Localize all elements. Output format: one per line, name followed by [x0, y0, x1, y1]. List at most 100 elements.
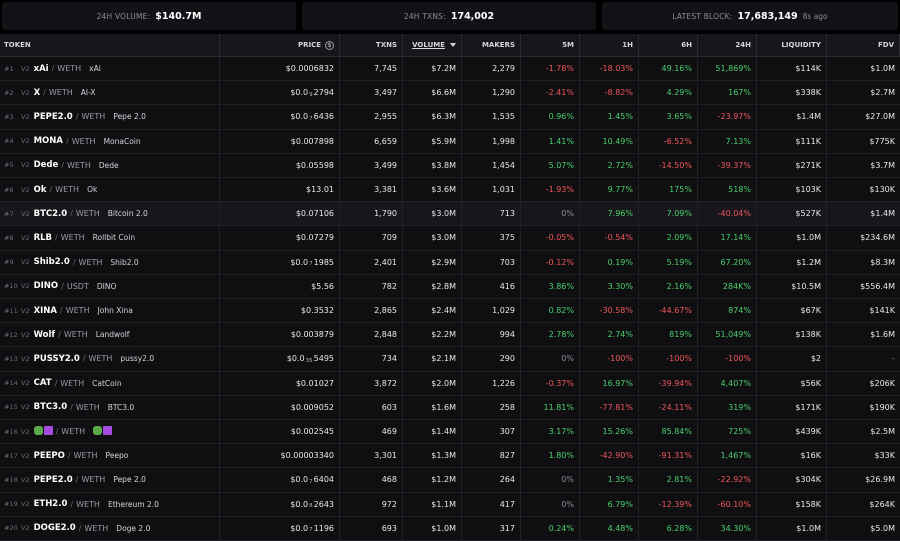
pair-separator: /: [82, 354, 86, 364]
sort-desc-icon: [450, 43, 456, 47]
token-cell[interactable]: #16 V2 /WETH: [0, 420, 220, 444]
token-cell[interactable]: #3 V2 PEPE2.0/WETH Pepe 2.0: [0, 105, 220, 129]
token-cell[interactable]: #15 V2 BTC3.0/WETH BTC3.0: [0, 395, 220, 419]
table-row[interactable]: #5 V2 Dede / WETH Dede $0.05598 3,499 $3.8M 1,454…: [0, 153, 900, 178]
header-5m[interactable]: 5M: [521, 34, 580, 56]
table-row[interactable]: #6 V2 Ok / WETH Ok $13.01 3,381 $3.6M 1,031 -1.93%…: [0, 178, 900, 203]
volume-cell: $2.0M: [403, 371, 462, 395]
header-fdv[interactable]: FDV: [827, 34, 900, 56]
rank: #10: [4, 282, 18, 291]
header-token[interactable]: TOKEN: [0, 34, 220, 56]
token-name: Ethereum 2.0: [107, 499, 159, 509]
table-row[interactable]: #1 V2 xAi / WETH xAi $0.0006832 7,745 $7.2M 2,279…: [0, 57, 900, 82]
change-24h-cell: 518%: [698, 178, 757, 202]
table-row[interactable]: #12 V2 Wolf / WETH Landwolf $0.003879 2,848 $2.2…: [0, 323, 900, 348]
token-cell[interactable]: #20 V2 DOGE2.0/WETH Doge 2.0: [0, 516, 220, 540]
change-6h-cell: 49.16%: [639, 57, 698, 81]
token-cell[interactable]: #4 V2 MONA / WETH MonaCoin: [0, 129, 220, 153]
token-cell[interactable]: #6 V2 Ok / WETH Ok: [0, 178, 220, 202]
price-cell: $0.0006832: [220, 57, 340, 81]
change-24h-cell: -22.92%: [698, 468, 757, 492]
token-cell[interactable]: #18 V2 PEPE2.0/WETH Pepe 2.0: [0, 468, 220, 492]
pairs-table: TOKEN PRICE $ TXNS VOLUME MAKERS 5M 1H 6…: [0, 34, 900, 541]
change-24h-cell: -60.10%: [698, 492, 757, 516]
change-6h-cell: -24.11%: [639, 395, 698, 419]
table-row[interactable]: #19 V2 ETH2.0/WETH Ethereum 2.0 $0.0 8 2643 972…: [0, 492, 900, 517]
table-row[interactable]: #16 V2 /WETH $0.002545 469 $1.4M 307 3.17% 15.26…: [0, 420, 900, 445]
token-cell[interactable]: #9 V2 Shib2.0/WETH Shib2.0: [0, 250, 220, 274]
price-prefix: $0.0: [290, 499, 309, 509]
dex-version: V2: [21, 379, 30, 388]
header-txns[interactable]: TXNS: [340, 34, 403, 56]
token-cell[interactable]: #11 V2 XINA / WETH John Xina: [0, 299, 220, 323]
change-6h-cell: 7.09%: [639, 202, 698, 226]
token-cell[interactable]: #8 V2 RLB / WETH Rollbit Coin: [0, 226, 220, 250]
rank: #16: [4, 427, 18, 436]
header-24h[interactable]: 24H: [698, 34, 757, 56]
token-cell[interactable]: #13 V2 PUSSY2.0/WETH pussy2.0: [0, 347, 220, 371]
token-cell[interactable]: #1 V2 xAi / WETH xAi: [0, 57, 220, 81]
rank: #9: [4, 258, 14, 267]
quote-symbol: WETH: [73, 451, 98, 461]
liquidity-cell: $1.4M: [757, 105, 827, 129]
fdv-cell: $264K: [869, 499, 895, 509]
liquidity-cell: $56K: [757, 371, 827, 395]
volume-cell: $1.1M: [403, 492, 462, 516]
table-row[interactable]: #17 V2 PEEPO / WETH Peepo $0.00003340 3,301 $1.3…: [0, 444, 900, 469]
table-row[interactable]: #3 V2 PEPE2.0/WETH Pepe 2.0 $0.0 7 6436 2,955 $6…: [0, 105, 900, 130]
table-row[interactable]: #11 V2 XINA / WETH John Xina $0.3532 2,865 $2.4M…: [0, 299, 900, 324]
change-5m-cell: 0%: [521, 347, 580, 371]
table-row[interactable]: #2 V2 X / WETH AI-X $0.0 9 2794 3,497 $6.6M 1,290 -2…: [0, 81, 900, 106]
txns-cell: 2,848: [340, 323, 403, 347]
token-cell[interactable]: #17 V2 PEEPO / WETH Peepo: [0, 444, 220, 468]
table-row[interactable]: #20 V2 DOGE2.0/WETH Doge 2.0 $0.0 7 1196 693 $1.…: [0, 516, 900, 541]
pair-separator: /: [61, 281, 64, 291]
token-cell[interactable]: #7 V2 BTC2.0/WETH Bitcoin 2.0: [0, 202, 220, 226]
table-row[interactable]: #14 V2 CAT / WETH CatCoin $0.01027 3,872 $2.0M 1,…: [0, 371, 900, 396]
table-row[interactable]: #15 V2 BTC3.0/WETH BTC3.0 $0.009052 603 $1.6M 2…: [0, 395, 900, 420]
price-value: $0.01027: [295, 378, 334, 388]
token-cell[interactable]: #14 V2 CAT / WETH CatCoin: [0, 371, 220, 395]
change-6h-cell: 5.19%: [639, 250, 698, 274]
header-makers[interactable]: MAKERS: [462, 34, 521, 56]
dex-version: V2: [21, 282, 30, 291]
price-zero-count: 7: [309, 261, 313, 268]
fdv-cell: $234.6M: [860, 233, 895, 243]
txns-cell: 2,401: [340, 250, 403, 274]
makers-cell: 1,031: [462, 178, 521, 202]
change-24h-cell: 34.30%: [698, 516, 757, 540]
table-row[interactable]: #8 V2 RLB / WETH Rollbit Coin $0.07279 709 $3.0M…: [0, 226, 900, 251]
token-cell[interactable]: #2 V2 X / WETH AI-X: [0, 81, 220, 105]
header-1h[interactable]: 1H: [580, 34, 639, 56]
token-cell[interactable]: #19 V2 ETH2.0/WETH Ethereum 2.0: [0, 492, 220, 516]
price-cell: $0.0 7 6436: [220, 105, 340, 129]
rank: #15: [4, 403, 18, 412]
quote-symbol: WETH: [61, 427, 86, 437]
header-liquidity[interactable]: LIQUIDITY: [757, 34, 827, 56]
change-1h-cell: -42.90%: [580, 444, 639, 468]
base-symbol: xAi: [33, 63, 49, 74]
table-row[interactable]: #4 V2 MONA / WETH MonaCoin $0.007898 6,659 $5.9M…: [0, 129, 900, 154]
price-prefix: $0.0: [290, 257, 309, 267]
header-price[interactable]: PRICE $: [220, 34, 340, 56]
header-6h[interactable]: 6H: [639, 34, 698, 56]
change-1h-cell: -8.82%: [580, 81, 639, 105]
rank: #4: [4, 137, 14, 146]
table-row[interactable]: #18 V2 PEPE2.0/WETH Pepe 2.0 $0.0 7 6404 468 $1.…: [0, 468, 900, 493]
token-cell[interactable]: #12 V2 Wolf / WETH Landwolf: [0, 323, 220, 347]
fdv-cell: $3.7M: [870, 160, 895, 170]
block-stat: LATEST BLOCK: 17,683,149 8s ago: [602, 2, 898, 30]
token-cell[interactable]: #10 V2 DINO / USDT DINO: [0, 274, 220, 298]
table-row[interactable]: #13 V2 PUSSY2.0/WETH pussy2.0 $0.0 35 5495 734 $…: [0, 347, 900, 372]
table-row[interactable]: #9 V2 Shib2.0/WETH Shib2.0 $0.0 7 1985 2,401 $2.…: [0, 250, 900, 275]
token-cell[interactable]: #5 V2 Dede / WETH Dede: [0, 153, 220, 177]
table-row[interactable]: #7 V2 BTC2.0/WETH Bitcoin 2.0 $0.07106 1,790 $…: [0, 202, 900, 227]
table-row[interactable]: #10 V2 DINO / USDT DINO $5.56 782 $2.8M 416 3.86% 3…: [0, 274, 900, 299]
volume-cell: $1.3M: [403, 444, 462, 468]
liquidity-cell: $111K: [757, 129, 827, 153]
header-volume[interactable]: VOLUME: [403, 34, 462, 56]
price-prefix: $0.0: [290, 523, 309, 533]
currency-icon[interactable]: $: [325, 40, 334, 50]
pair-separator: /: [75, 475, 79, 485]
rank: #20: [4, 524, 18, 533]
